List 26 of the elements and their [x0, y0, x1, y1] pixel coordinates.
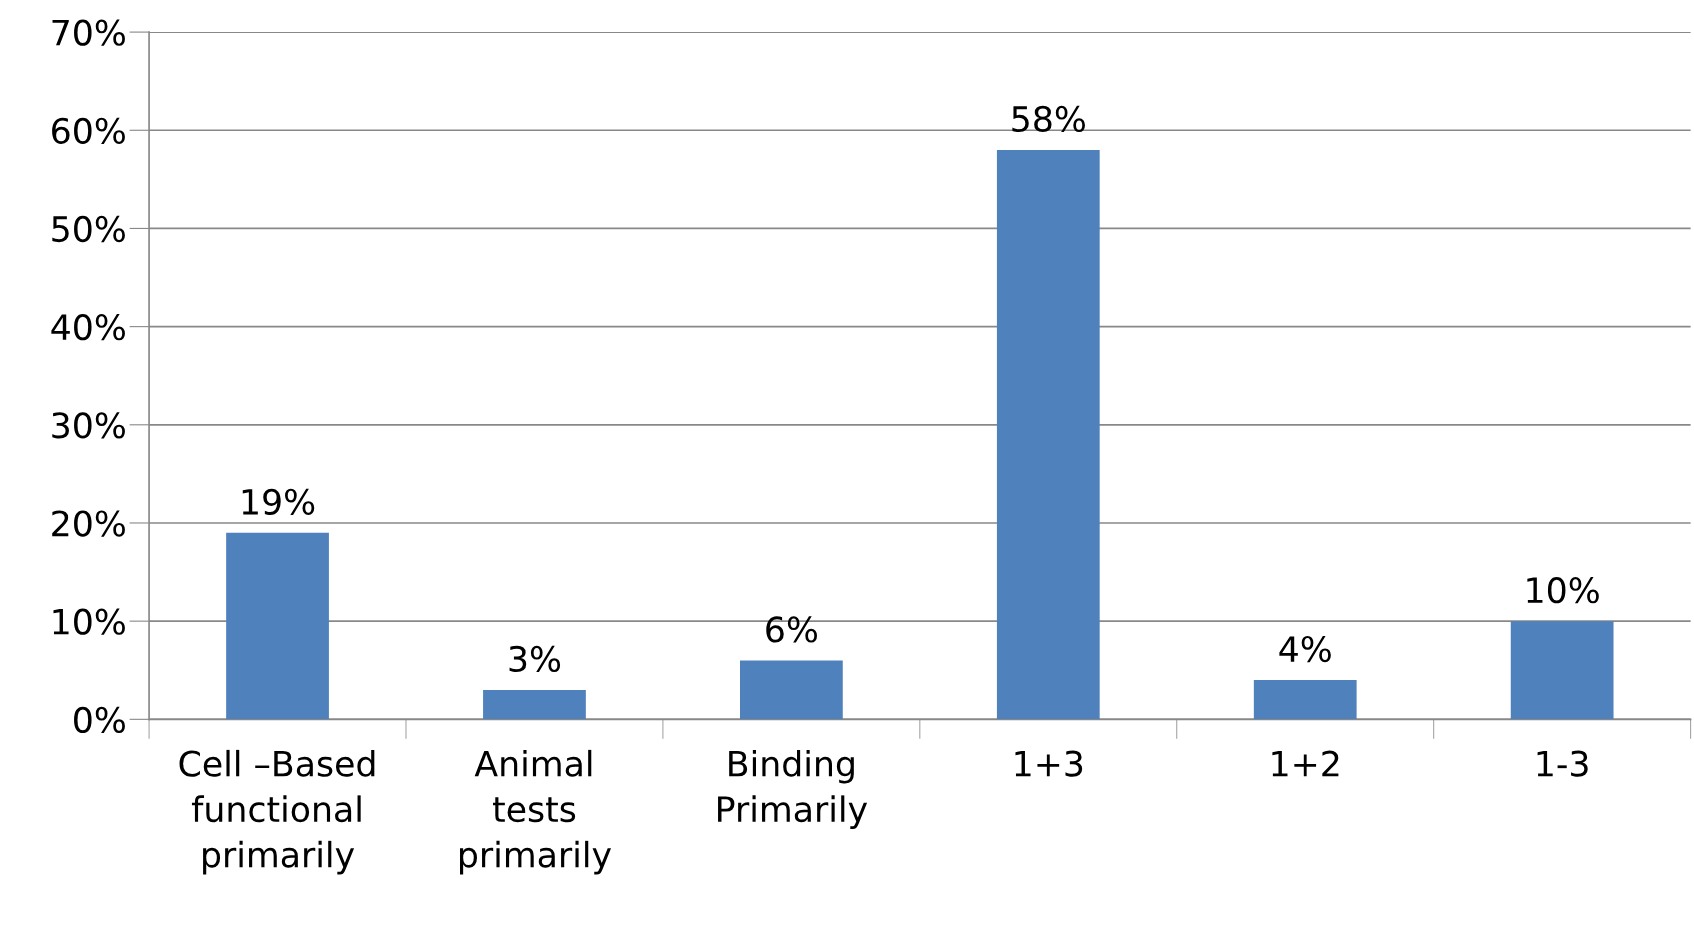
data-label: 6%: [766, 616, 818, 643]
bar: [996, 149, 1100, 720]
y-tick-label: 20%: [52, 510, 125, 537]
data-label: 3%: [509, 645, 561, 673]
x-tick-label: 1+3: [1015, 750, 1083, 777]
bar: [226, 532, 329, 720]
y-tick-label: 60%: [52, 117, 125, 144]
y-tick-label: 30%: [52, 412, 125, 439]
y-tick-label: 40%: [51, 314, 125, 341]
data-label: 58%: [1012, 105, 1085, 133]
y-tick-label: 0%: [74, 706, 125, 734]
bar: [1510, 621, 1614, 720]
data-label: 19%: [242, 488, 315, 515]
x-tick-label: 1+2: [1272, 750, 1339, 777]
data-label: 4%: [1279, 635, 1331, 663]
y-tick-label: 50%: [52, 215, 125, 243]
bar: [1253, 680, 1357, 720]
x-tick-label: 1-3: [1537, 750, 1588, 777]
y-tick-label: 10%: [53, 608, 125, 635]
y-tick-label: 70%: [52, 19, 125, 46]
x-tick-label: Binding Primarily: [718, 749, 868, 829]
bar: [740, 660, 843, 720]
x-tick-label: Animal tests primarily: [460, 749, 612, 875]
data-label: 10%: [1527, 577, 1599, 604]
bar: [483, 689, 586, 720]
x-tick-label: Cell –Based functional primarily: [179, 749, 375, 875]
